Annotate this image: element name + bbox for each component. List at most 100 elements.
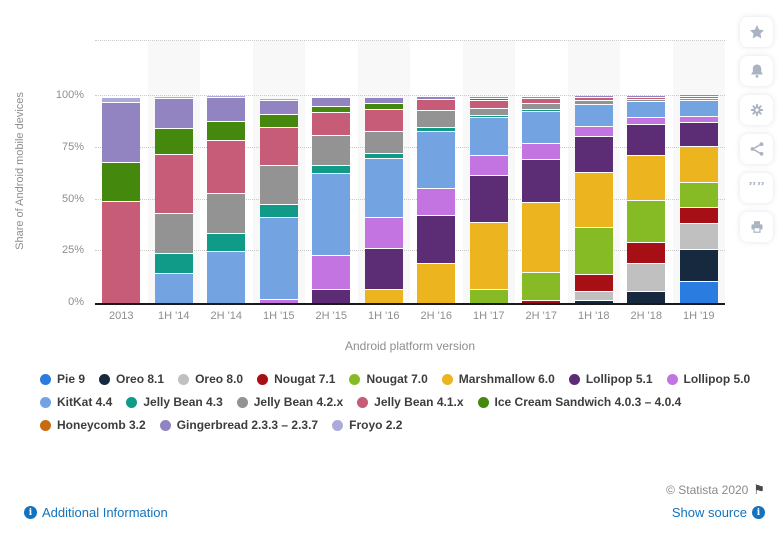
bar-segment[interactable]: [364, 110, 403, 132]
bar-segment[interactable]: [364, 98, 403, 104]
bar-segment[interactable]: [574, 301, 613, 303]
bar-segment[interactable]: [207, 252, 246, 303]
bar-segment[interactable]: [627, 100, 666, 102]
bar-segment[interactable]: [259, 166, 298, 205]
bar-segment[interactable]: [417, 189, 456, 216]
bar-segment[interactable]: [574, 228, 613, 275]
bar-segment[interactable]: [259, 128, 298, 166]
bar-segment[interactable]: [154, 214, 193, 254]
bar-segment[interactable]: [679, 250, 718, 282]
bar-segment[interactable]: [469, 176, 508, 223]
bar-segment[interactable]: [679, 183, 718, 208]
bar-segment[interactable]: [627, 125, 666, 156]
additional-information-link[interactable]: i Additional Information: [24, 505, 168, 520]
bar-segment[interactable]: [574, 96, 613, 98]
bar-1h-15[interactable]: [259, 99, 298, 303]
bar-segment[interactable]: [417, 264, 456, 303]
bar-segment[interactable]: [312, 174, 351, 256]
bar-segment[interactable]: [679, 208, 718, 224]
bar-segment[interactable]: [364, 104, 403, 110]
bar-segment[interactable]: [469, 116, 508, 118]
bar-segment[interactable]: [364, 290, 403, 303]
bar-segment[interactable]: [574, 127, 613, 137]
bar-segment[interactable]: [207, 98, 246, 122]
bar-segment[interactable]: [522, 104, 561, 110]
bar-segment[interactable]: [364, 154, 403, 159]
bar-segment[interactable]: [154, 274, 193, 303]
bar-segment[interactable]: [627, 98, 666, 100]
bar-2h-14[interactable]: [207, 96, 246, 303]
bar-segment[interactable]: [679, 95, 718, 97]
bar-segment[interactable]: [522, 301, 561, 303]
bar-segment[interactable]: [627, 243, 666, 264]
bar-segment[interactable]: [312, 113, 351, 136]
bar-segment[interactable]: [679, 117, 718, 123]
bar-segment[interactable]: [627, 156, 666, 201]
bar-segment[interactable]: [522, 203, 561, 273]
bar-segment[interactable]: [154, 97, 193, 99]
bar-segment[interactable]: [417, 100, 456, 111]
bar-segment[interactable]: [627, 201, 666, 243]
bar-segment[interactable]: [679, 101, 718, 117]
bar-segment[interactable]: [312, 98, 351, 107]
bar-segment[interactable]: [679, 282, 718, 303]
bar-segment[interactable]: [207, 141, 246, 194]
bar-segment[interactable]: [417, 216, 456, 264]
bar-segment[interactable]: [574, 275, 613, 292]
bar-segment[interactable]: [417, 132, 456, 189]
bar-segment[interactable]: [574, 98, 613, 101]
share-button[interactable]: [740, 134, 773, 164]
bar-segment[interactable]: [364, 218, 403, 249]
bar-segment[interactable]: [469, 97, 508, 99]
bar-segment[interactable]: [469, 109, 508, 116]
bar-segment[interactable]: [154, 99, 193, 129]
settings-button[interactable]: [740, 95, 773, 125]
bar-segment[interactable]: [259, 205, 298, 218]
bar-segment[interactable]: [102, 103, 141, 163]
bar-segment[interactable]: [574, 173, 613, 228]
bar-segment[interactable]: [574, 137, 613, 173]
bar-segment[interactable]: [207, 234, 246, 252]
bar-segment[interactable]: [627, 102, 666, 118]
bar-segment[interactable]: [259, 300, 298, 303]
favorite-button[interactable]: [740, 17, 773, 47]
bar-segment[interactable]: [154, 155, 193, 214]
bar-segment[interactable]: [469, 290, 508, 303]
bar-segment[interactable]: [522, 160, 561, 203]
bar-segment[interactable]: [679, 147, 718, 183]
bar-segment[interactable]: [417, 128, 456, 132]
bar-2h-16[interactable]: [417, 97, 456, 303]
bar-segment[interactable]: [627, 118, 666, 125]
bar-segment[interactable]: [312, 136, 351, 166]
bar-segment[interactable]: [679, 99, 718, 101]
bar-segment[interactable]: [679, 97, 718, 99]
bar-1h-18[interactable]: [574, 96, 613, 303]
bar-segment[interactable]: [522, 99, 561, 104]
bar-segment[interactable]: [627, 292, 666, 303]
bar-segment[interactable]: [627, 96, 666, 98]
bar-segment[interactable]: [522, 112, 561, 144]
bar-2013[interactable]: [102, 98, 141, 303]
bar-segment[interactable]: [259, 115, 298, 128]
bar-segment[interactable]: [259, 99, 298, 101]
bar-segment[interactable]: [574, 292, 613, 301]
bar-1h-16[interactable]: [364, 98, 403, 303]
bar-segment[interactable]: [522, 144, 561, 160]
bar-segment[interactable]: [574, 105, 613, 127]
bar-segment[interactable]: [364, 132, 403, 154]
bar-segment[interactable]: [154, 254, 193, 274]
bar-1h-14[interactable]: [154, 97, 193, 303]
bar-segment[interactable]: [469, 223, 508, 290]
bar-segment[interactable]: [627, 264, 666, 292]
notifications-button[interactable]: [740, 56, 773, 86]
cite-button[interactable]: ””: [740, 173, 773, 203]
bar-1h-17[interactable]: [469, 97, 508, 303]
bar-segment[interactable]: [312, 290, 351, 303]
bar-segment[interactable]: [102, 98, 141, 103]
print-button[interactable]: [740, 212, 773, 242]
bar-segment[interactable]: [312, 166, 351, 174]
bar-2h-15[interactable]: [312, 98, 351, 303]
bar-segment[interactable]: [679, 224, 718, 250]
bar-segment[interactable]: [259, 218, 298, 300]
bar-segment[interactable]: [312, 256, 351, 290]
